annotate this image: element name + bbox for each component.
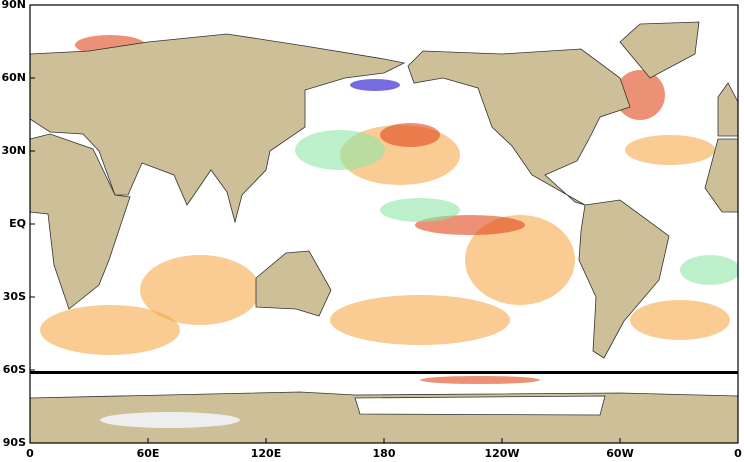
lon-label: 0 [26, 447, 34, 460]
lat-label: 30N [1, 144, 26, 157]
south-america [578, 199, 670, 359]
anomaly [140, 255, 260, 325]
anomaly [380, 123, 440, 147]
lon-label: 60W [606, 447, 633, 460]
lat-label: 60S [3, 363, 26, 376]
lon-label: 120E [251, 447, 281, 460]
anomaly [40, 305, 180, 355]
lat-label: 60N [1, 71, 26, 84]
australia [255, 250, 332, 317]
lon-label: 0 [734, 447, 742, 460]
anomaly [680, 255, 738, 285]
lat-label: EQ [9, 217, 26, 230]
map-layers [30, 21, 738, 443]
ice-shelf [354, 395, 606, 416]
anomaly [295, 130, 385, 170]
anomaly [625, 135, 715, 165]
anomaly [465, 215, 575, 305]
ice-sheet [100, 412, 240, 428]
north-america [407, 48, 631, 206]
anomaly [630, 300, 730, 340]
africa [30, 133, 131, 310]
sea-ice-edge [30, 371, 738, 374]
lat-label: 30S [3, 290, 26, 303]
lat-label: 90S [3, 436, 26, 449]
anomaly [330, 295, 510, 345]
greenland [619, 21, 700, 79]
lon-label: 120W [484, 447, 519, 460]
anomaly [420, 376, 540, 384]
europe-west [717, 82, 738, 137]
africa-west [704, 138, 738, 213]
lon-label: 60E [137, 447, 160, 460]
anomaly [380, 198, 460, 222]
eurasia [30, 33, 406, 224]
anomaly [350, 79, 400, 91]
continents [30, 21, 738, 443]
lon-label: 180 [373, 447, 396, 460]
lat-label: 90N [1, 0, 26, 11]
anomaly [415, 215, 525, 235]
anomalies [40, 35, 738, 384]
